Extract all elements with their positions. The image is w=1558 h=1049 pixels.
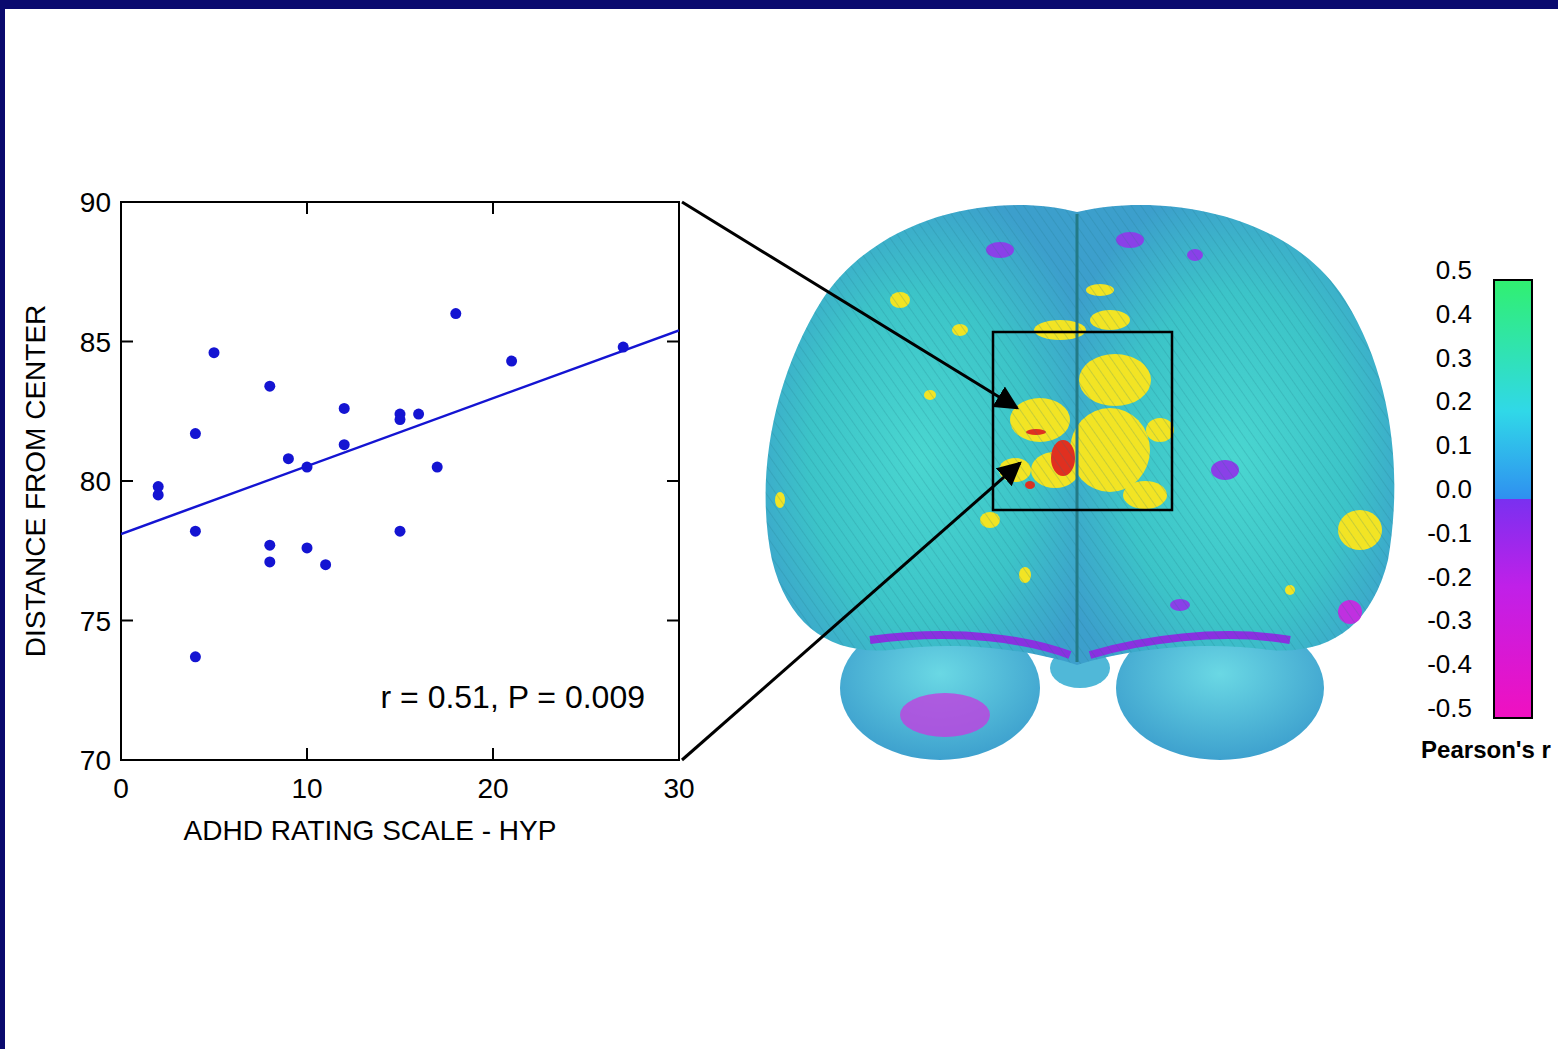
trend-line	[121, 330, 679, 534]
data-point	[209, 347, 220, 358]
data-point	[264, 540, 275, 551]
y-tick	[121, 620, 133, 622]
midline	[1076, 214, 1079, 662]
data-point	[190, 526, 201, 537]
colorbar-tick-label: 0.1	[1436, 430, 1472, 460]
x-tick-label: 20	[477, 773, 508, 804]
colorbar	[1494, 280, 1532, 718]
spot	[900, 693, 990, 737]
colorbar-tick-label: -0.1	[1427, 518, 1472, 548]
colorbar-tick-label: 0.0	[1436, 474, 1472, 504]
arrow	[682, 202, 1017, 408]
y-tick-right	[667, 341, 679, 343]
data-point	[264, 556, 275, 567]
colorbar-title: Pearson's r	[1421, 736, 1551, 763]
y-tick	[121, 341, 133, 343]
data-point	[432, 462, 443, 473]
y-tick-label: 70	[80, 745, 111, 776]
data-point	[264, 381, 275, 392]
colorbar-tick-label: -0.4	[1427, 649, 1472, 679]
colorbar-tick-label: -0.3	[1427, 605, 1472, 635]
data-point	[190, 428, 201, 439]
y-tick	[121, 480, 133, 482]
plot-marks	[121, 308, 679, 662]
annotation: r = 0.51, P = 0.009	[381, 679, 646, 715]
surface-texture	[1077, 205, 1394, 665]
x-tick-label: 30	[663, 773, 694, 804]
y-tick-right	[667, 480, 679, 482]
data-point	[395, 414, 406, 425]
arrow	[682, 463, 1020, 760]
colorbar-tick-label: -0.5	[1427, 693, 1472, 723]
x-tick	[306, 748, 308, 760]
colorbar-tick-label: 0.5	[1436, 255, 1472, 285]
x-tick	[492, 748, 494, 760]
data-point	[339, 403, 350, 414]
data-point	[153, 489, 164, 500]
data-point	[339, 439, 350, 450]
brain	[766, 205, 1395, 760]
colorbar-tick-label: 0.4	[1436, 299, 1472, 329]
colorbar-tick-label: -0.2	[1427, 562, 1472, 592]
data-point	[395, 526, 406, 537]
surface-texture	[766, 205, 1077, 665]
data-point	[283, 453, 294, 464]
data-point	[450, 308, 461, 319]
y-tick-label: 80	[80, 466, 111, 497]
plot-frame	[121, 202, 679, 760]
hemisphere-right	[1077, 205, 1394, 665]
data-point	[190, 651, 201, 662]
hemisphere-left	[766, 205, 1077, 665]
x-tick-label: 0	[113, 773, 129, 804]
y-tick-label: 90	[80, 187, 111, 218]
colorbar-tick-label: 0.3	[1436, 343, 1472, 373]
data-point	[506, 356, 517, 367]
left-band	[0, 0, 5, 1049]
y-tick-label: 75	[80, 606, 111, 637]
y-axis-title: DISTANCE FROM CENTER	[20, 305, 51, 658]
background	[0, 0, 1558, 1049]
top-band	[0, 0, 1558, 9]
slide: 0 10 20 30 70 75 80 85 90 ADHD RATING SCALE - HYP…	[0, 0, 1558, 1049]
colorbar-tick-label: 0.2	[1436, 386, 1472, 416]
data-point	[413, 409, 424, 420]
x-tick-label: 10	[291, 773, 322, 804]
data-point	[302, 542, 313, 553]
x-axis-title: ADHD RATING SCALE - HYP	[184, 815, 557, 846]
x-tick-top	[492, 202, 494, 214]
y-tick-label: 85	[80, 327, 111, 358]
highlight-box	[993, 332, 1172, 510]
x-tick-top	[306, 202, 308, 214]
data-point	[320, 559, 331, 570]
y-tick-right	[667, 620, 679, 622]
